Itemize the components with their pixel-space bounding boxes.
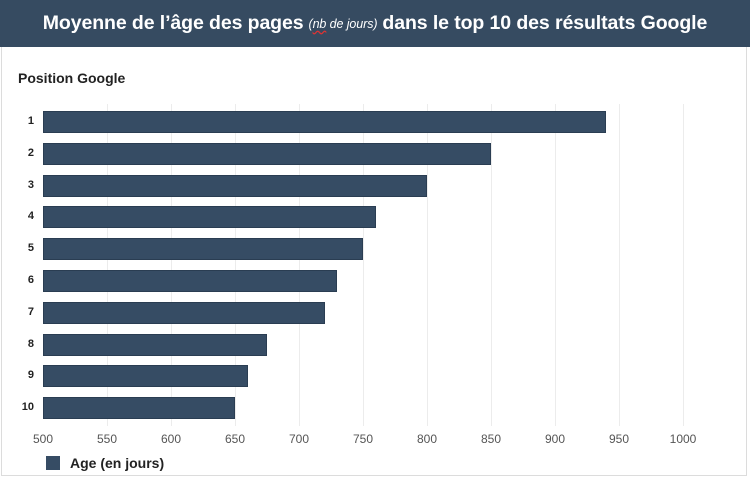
y-tick-label: 8 <box>27 337 34 350</box>
gridline <box>683 104 684 426</box>
y-tick-label: 7 <box>27 305 34 318</box>
bar-position-3 <box>43 174 427 197</box>
bar-position-10 <box>43 397 235 420</box>
gridline <box>107 104 108 426</box>
x-tick-label: 1000 <box>669 432 697 446</box>
gridline <box>427 104 428 426</box>
y-tick-label: 2 <box>27 146 34 159</box>
gridline <box>235 104 236 426</box>
title-main: Moyenne de l’âge des pages <box>42 12 304 34</box>
gridline <box>619 104 620 426</box>
x-tick-label: 700 <box>288 432 310 446</box>
y-tick-label: 10 <box>21 401 34 414</box>
bar-position-5 <box>43 238 363 261</box>
x-tick-label: 750 <box>352 432 374 446</box>
x-tick-label: 600 <box>160 432 182 446</box>
gridline <box>363 104 364 426</box>
y-tick-label: 9 <box>27 369 34 382</box>
y-axis-title: Position Google <box>18 70 126 86</box>
x-tick-label: 800 <box>416 432 438 446</box>
bar-position-7 <box>43 301 325 324</box>
gridline <box>171 104 172 426</box>
y-tick-label: 5 <box>27 242 34 255</box>
y-tick-label: 6 <box>27 274 34 286</box>
y-tick-label: 3 <box>27 178 34 191</box>
chart-header: Moyenne de l’âge des pages (nb de jours)… <box>0 0 750 47</box>
gridline <box>299 104 300 426</box>
x-tick-label: 900 <box>544 432 566 446</box>
gridline <box>491 104 492 426</box>
x-tick-label: 500 <box>32 432 54 446</box>
bar-position-2 <box>43 142 491 165</box>
legend-label: Age (en jours) <box>70 455 165 471</box>
title-main-end: dans le top 10 des résultats Google <box>382 12 708 34</box>
bar-position-4 <box>43 206 376 229</box>
x-tick-label: 850 <box>480 432 502 446</box>
bar-position-6 <box>43 270 338 292</box>
x-tick-label: 650 <box>224 432 246 446</box>
x-tick-label: 950 <box>608 432 630 446</box>
y-tick-label: 1 <box>27 115 34 127</box>
title-subtitle: (nb de jours) <box>308 16 378 31</box>
legend-swatch <box>46 456 60 470</box>
gridline <box>555 104 556 426</box>
bar-position-9 <box>43 365 248 388</box>
legend: Age (en jours) <box>46 455 164 471</box>
bar-position-8 <box>43 333 267 356</box>
x-tick-label: 550 <box>96 432 118 446</box>
y-tick-label: 4 <box>27 210 34 223</box>
bar-position-1 <box>43 111 607 133</box>
